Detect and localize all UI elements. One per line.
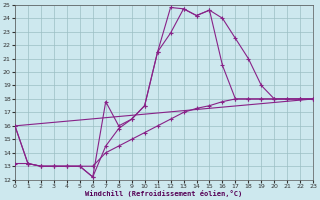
X-axis label: Windchill (Refroidissement éolien,°C): Windchill (Refroidissement éolien,°C) — [85, 190, 243, 197]
